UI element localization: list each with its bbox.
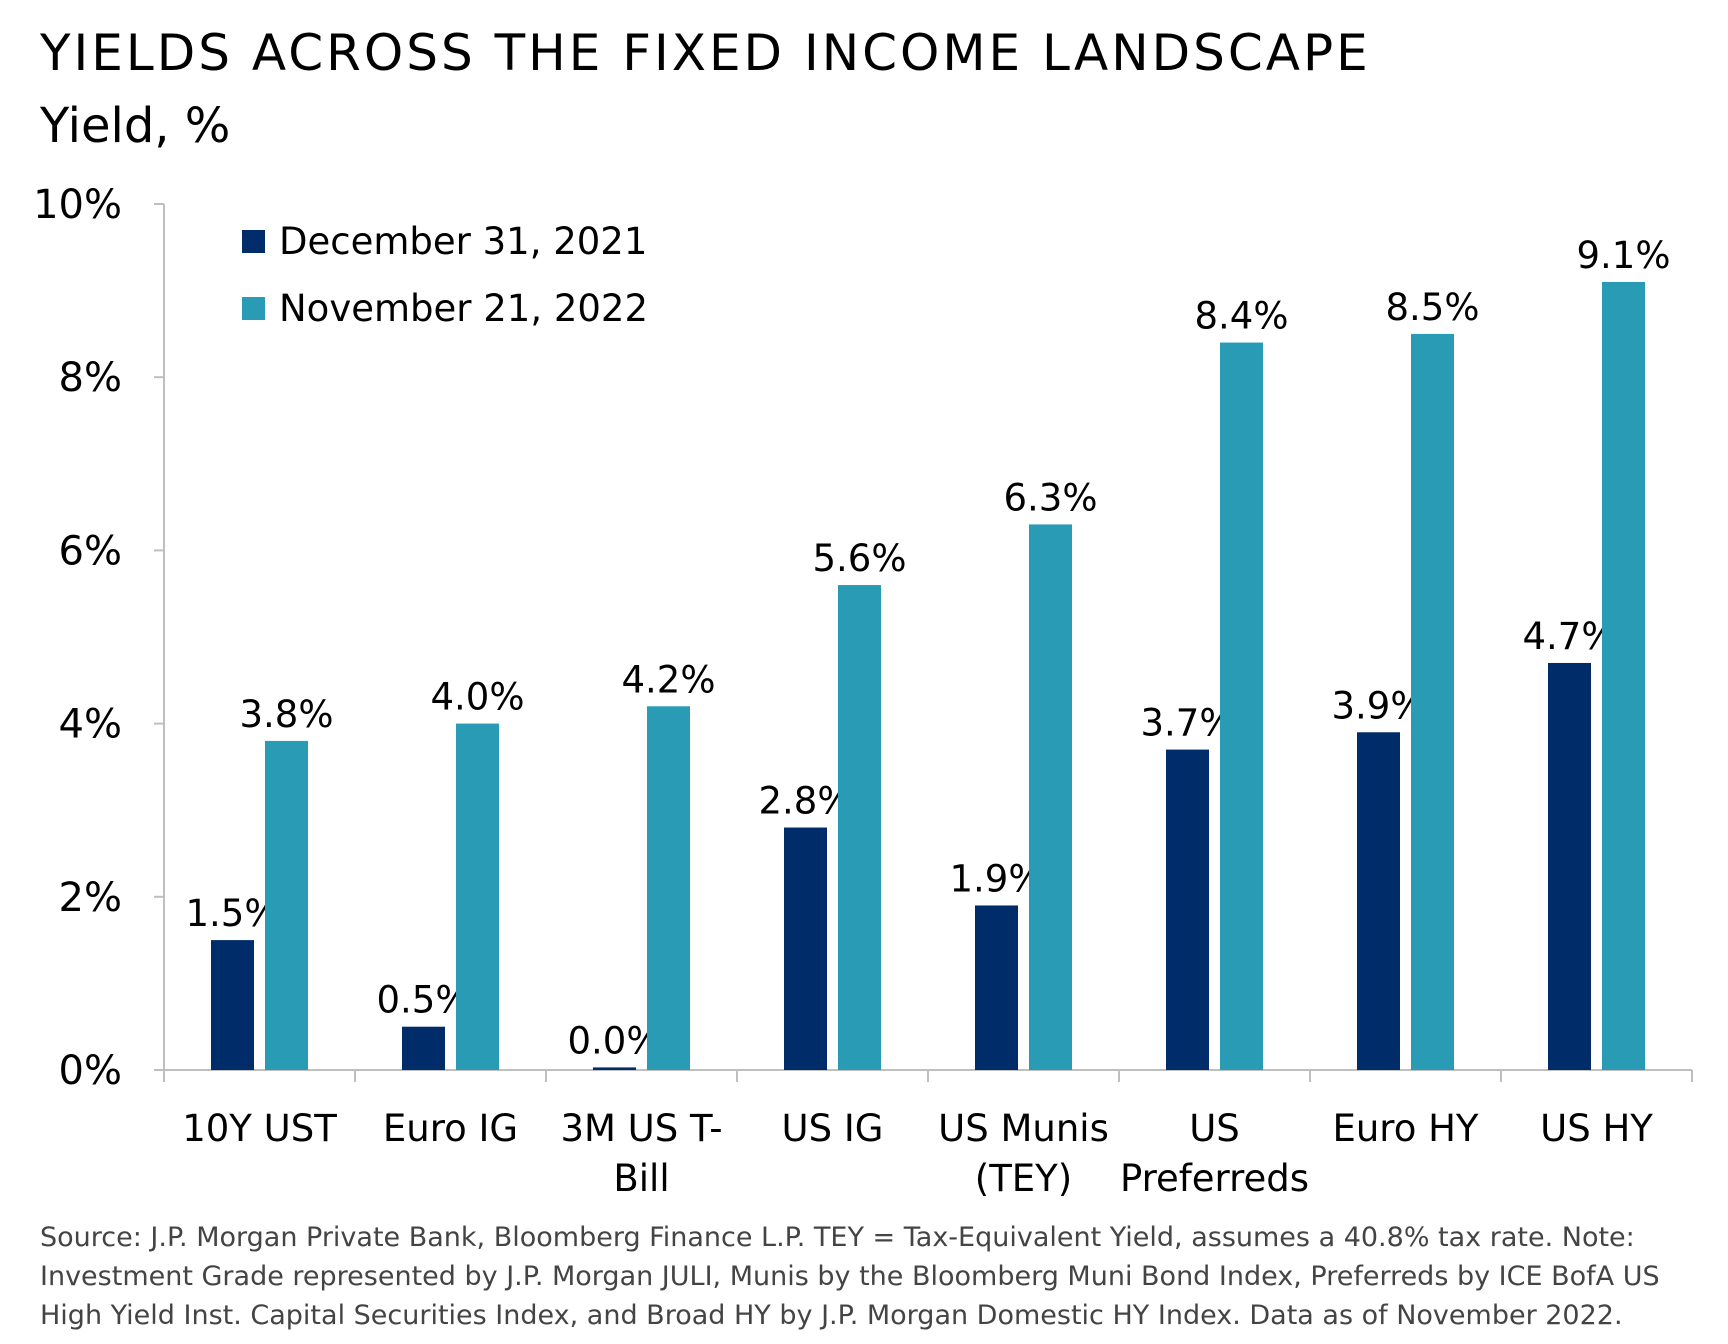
bar-series-2 bbox=[1029, 524, 1072, 1070]
x-tick-label: Euro HY bbox=[1332, 1107, 1478, 1150]
y-tick-label: 8% bbox=[59, 355, 122, 401]
x-tick-label: Preferreds bbox=[1120, 1157, 1309, 1200]
chart-subtitle: Yield, % bbox=[40, 98, 231, 154]
data-label: 8.5% bbox=[1386, 286, 1480, 329]
bar-series-1 bbox=[1548, 662, 1591, 1070]
data-label: 1.5% bbox=[186, 892, 280, 935]
data-label: 4.7% bbox=[1523, 615, 1617, 658]
data-label: 3.8% bbox=[240, 693, 334, 736]
bar-series-2 bbox=[647, 706, 690, 1070]
legend-item-series-1: December 31, 2021 bbox=[242, 220, 647, 263]
data-label: 0.5% bbox=[377, 979, 471, 1022]
legend-label-series-1: December 31, 2021 bbox=[279, 220, 648, 263]
y-tick-label: 10% bbox=[33, 182, 122, 228]
x-tick-label: Bill bbox=[613, 1157, 669, 1200]
legend-item-series-2: November 21, 2022 bbox=[242, 287, 648, 330]
x-tick-label: US HY bbox=[1540, 1107, 1653, 1150]
data-label: 9.1% bbox=[1577, 234, 1671, 277]
data-label: 4.2% bbox=[622, 658, 716, 701]
data-label: 6.3% bbox=[1004, 476, 1098, 519]
legend-swatch-series-1 bbox=[242, 230, 265, 253]
bar-series-1 bbox=[1357, 732, 1400, 1070]
bar-series-1 bbox=[1166, 749, 1209, 1070]
data-label: 3.9% bbox=[1332, 684, 1426, 727]
y-tick-label: 0% bbox=[59, 1048, 122, 1094]
bar-series-1 bbox=[975, 905, 1018, 1070]
data-label: 3.7% bbox=[1141, 702, 1235, 745]
x-tick-label: 10Y UST bbox=[182, 1107, 337, 1150]
x-tick-label: Euro IG bbox=[383, 1107, 518, 1150]
x-tick-label: (TEY) bbox=[975, 1157, 1072, 1200]
x-tick-label: US bbox=[1189, 1107, 1240, 1150]
bar-series-2 bbox=[1602, 281, 1645, 1070]
data-label: 5.6% bbox=[813, 537, 907, 580]
bar-series-2 bbox=[1220, 342, 1263, 1070]
legend-label-series-2: November 21, 2022 bbox=[279, 287, 649, 330]
bar-series-1 bbox=[211, 940, 254, 1070]
data-label: 4.0% bbox=[431, 676, 525, 719]
x-tick-label: US Munis bbox=[938, 1107, 1109, 1150]
bar-series-1 bbox=[784, 827, 827, 1070]
y-tick-label: 2% bbox=[59, 875, 122, 921]
data-label: 0.0% bbox=[568, 1019, 662, 1062]
source-note: Source: J.P. Morgan Private Bank, Bloomb… bbox=[40, 1222, 1660, 1331]
legend-swatch-series-2 bbox=[242, 297, 265, 320]
bar-series-2 bbox=[265, 740, 308, 1070]
data-label: 1.9% bbox=[950, 857, 1044, 900]
chart-title: YIELDS ACROSS THE FIXED INCOME LANDSCAPE bbox=[40, 24, 1371, 82]
bar-series-2 bbox=[456, 723, 499, 1070]
data-label: 8.4% bbox=[1195, 295, 1289, 338]
x-tick-label: 3M US T- bbox=[560, 1107, 722, 1150]
y-tick-label: 6% bbox=[59, 528, 122, 574]
data-label: 2.8% bbox=[759, 780, 853, 823]
x-tick-label: US IG bbox=[782, 1107, 884, 1150]
bar-series-2 bbox=[838, 585, 881, 1070]
bar-series-2 bbox=[1411, 333, 1454, 1070]
bar-series-1 bbox=[402, 1026, 445, 1070]
bar-series-1 bbox=[593, 1067, 636, 1070]
y-tick-label: 4% bbox=[59, 702, 122, 748]
